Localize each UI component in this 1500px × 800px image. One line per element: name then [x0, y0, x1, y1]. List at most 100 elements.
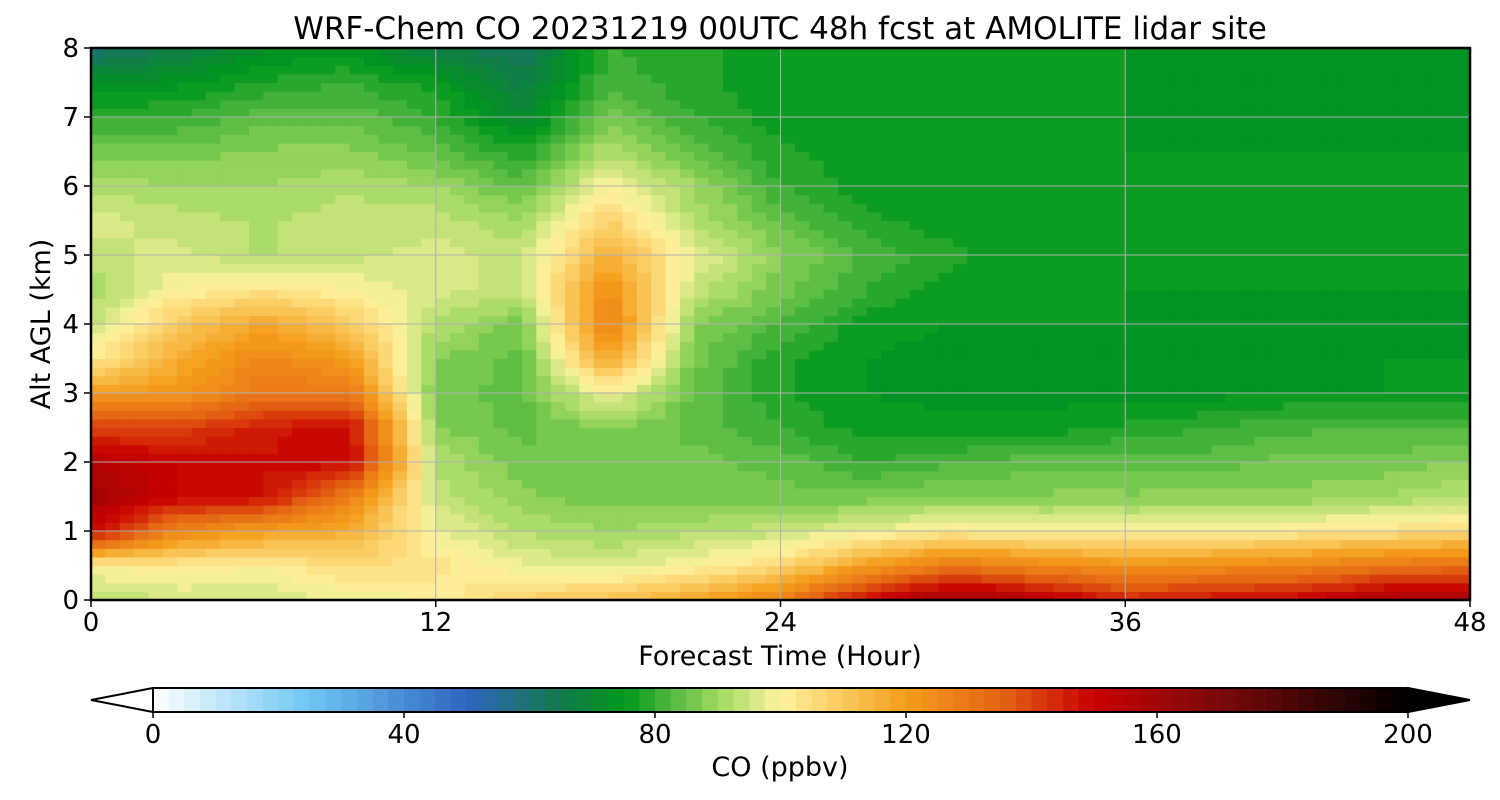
heatmap-cell [1039, 203, 1055, 213]
heatmap-cell [622, 108, 638, 118]
heatmap-cell [292, 341, 308, 351]
heatmap-cell [837, 462, 853, 472]
heatmap-cell [608, 142, 624, 153]
heatmap-cell [952, 142, 968, 153]
heatmap-cell [478, 48, 494, 58]
heatmap-cell [263, 246, 279, 256]
heatmap-cell [306, 99, 322, 109]
heatmap-cell [392, 142, 408, 153]
heatmap-cell [1153, 324, 1169, 334]
heatmap-cell [1067, 229, 1083, 239]
heatmap-cell [995, 125, 1011, 135]
heatmap-cell [191, 444, 207, 454]
heatmap-cell [320, 280, 336, 291]
heatmap-cell [1125, 324, 1141, 334]
heatmap-cell [421, 401, 437, 411]
heatmap-cell [234, 194, 250, 204]
heatmap-cell [622, 48, 638, 58]
heatmap-cell [780, 539, 796, 549]
heatmap-cell [1153, 444, 1169, 454]
heatmap-cell [837, 315, 853, 325]
heatmap-cell [478, 375, 494, 385]
heatmap-cell [809, 99, 825, 109]
heatmap-cell [263, 203, 279, 213]
heatmap-cell [622, 91, 638, 101]
heatmap-cell [823, 73, 839, 84]
heatmap-cell [1153, 574, 1169, 584]
heatmap-cell [105, 548, 121, 558]
heatmap-cell [665, 496, 681, 506]
heatmap-cell [866, 73, 882, 84]
heatmap-cell [794, 108, 810, 118]
heatmap-cell [1153, 142, 1169, 153]
heatmap-cell [1182, 263, 1198, 273]
heatmap-cell [1168, 341, 1184, 351]
heatmap-cell [751, 108, 767, 118]
heatmap-cell [1197, 574, 1213, 584]
heatmap-cell [995, 565, 1011, 575]
heatmap-cell [665, 211, 681, 222]
heatmap-cell [780, 393, 796, 403]
heatmap-cell [292, 117, 308, 127]
heatmap-cell [306, 574, 322, 584]
heatmap-cell [1168, 211, 1184, 222]
heatmap-cell [478, 99, 494, 109]
heatmap-cell [708, 393, 724, 403]
heatmap-cell [536, 203, 552, 213]
heatmap-cell [220, 556, 236, 567]
heatmap-cell [435, 393, 451, 403]
heatmap-cell [780, 384, 796, 394]
heatmap-cell [191, 211, 207, 222]
heatmap-cell [881, 505, 897, 515]
heatmap-cell [1024, 237, 1040, 247]
heatmap-cell [938, 375, 954, 385]
heatmap-cell [1039, 324, 1055, 334]
heatmap-cell [1168, 160, 1184, 170]
heatmap-cell [636, 487, 652, 498]
heatmap-cell [306, 289, 322, 299]
heatmap-cell [924, 168, 940, 178]
heatmap-cell [191, 289, 207, 299]
heatmap-cell [751, 384, 767, 394]
heatmap-cell [536, 142, 552, 153]
heatmap-cell [263, 349, 279, 360]
heatmap-cell [407, 246, 422, 256]
heatmap-cell [737, 462, 753, 472]
heatmap-cell [162, 393, 178, 403]
heatmap-cell [435, 548, 451, 558]
heatmap-cell [751, 194, 767, 204]
heatmap-cell [1139, 375, 1155, 385]
heatmap-cell [608, 246, 624, 256]
heatmap-cell [723, 117, 738, 127]
heatmap-cell [521, 513, 537, 523]
heatmap-cell [579, 211, 595, 222]
heatmap-cell [493, 582, 509, 592]
heatmap-cell [134, 255, 150, 265]
heatmap-cell [565, 237, 580, 247]
heatmap-cell [493, 349, 509, 360]
heatmap-cell [737, 246, 753, 256]
heatmap-cell [205, 375, 221, 385]
heatmap-cell [593, 427, 609, 437]
heatmap-cell [550, 427, 566, 437]
heatmap-cell [507, 332, 523, 342]
heatmap-cell [809, 410, 825, 420]
heatmap-cell [134, 574, 150, 584]
heatmap-cell [679, 306, 695, 316]
heatmap-cell [134, 220, 150, 230]
heatmap-cell [679, 436, 695, 446]
heatmap-cell [565, 349, 580, 360]
heatmap-cell [636, 427, 652, 437]
heatmap-cell [148, 99, 164, 109]
heatmap-cell [622, 479, 638, 489]
heatmap-cell [234, 349, 250, 360]
heatmap-cell [1110, 487, 1126, 498]
heatmap-cell [536, 496, 552, 506]
heatmap-cell [1039, 341, 1055, 351]
heatmap-cell [622, 556, 638, 567]
heatmap-cell [651, 65, 667, 75]
heatmap-cell [119, 246, 135, 256]
heatmap-cell [349, 522, 365, 532]
heatmap-cell [162, 556, 178, 567]
heatmap-cell [421, 168, 437, 178]
